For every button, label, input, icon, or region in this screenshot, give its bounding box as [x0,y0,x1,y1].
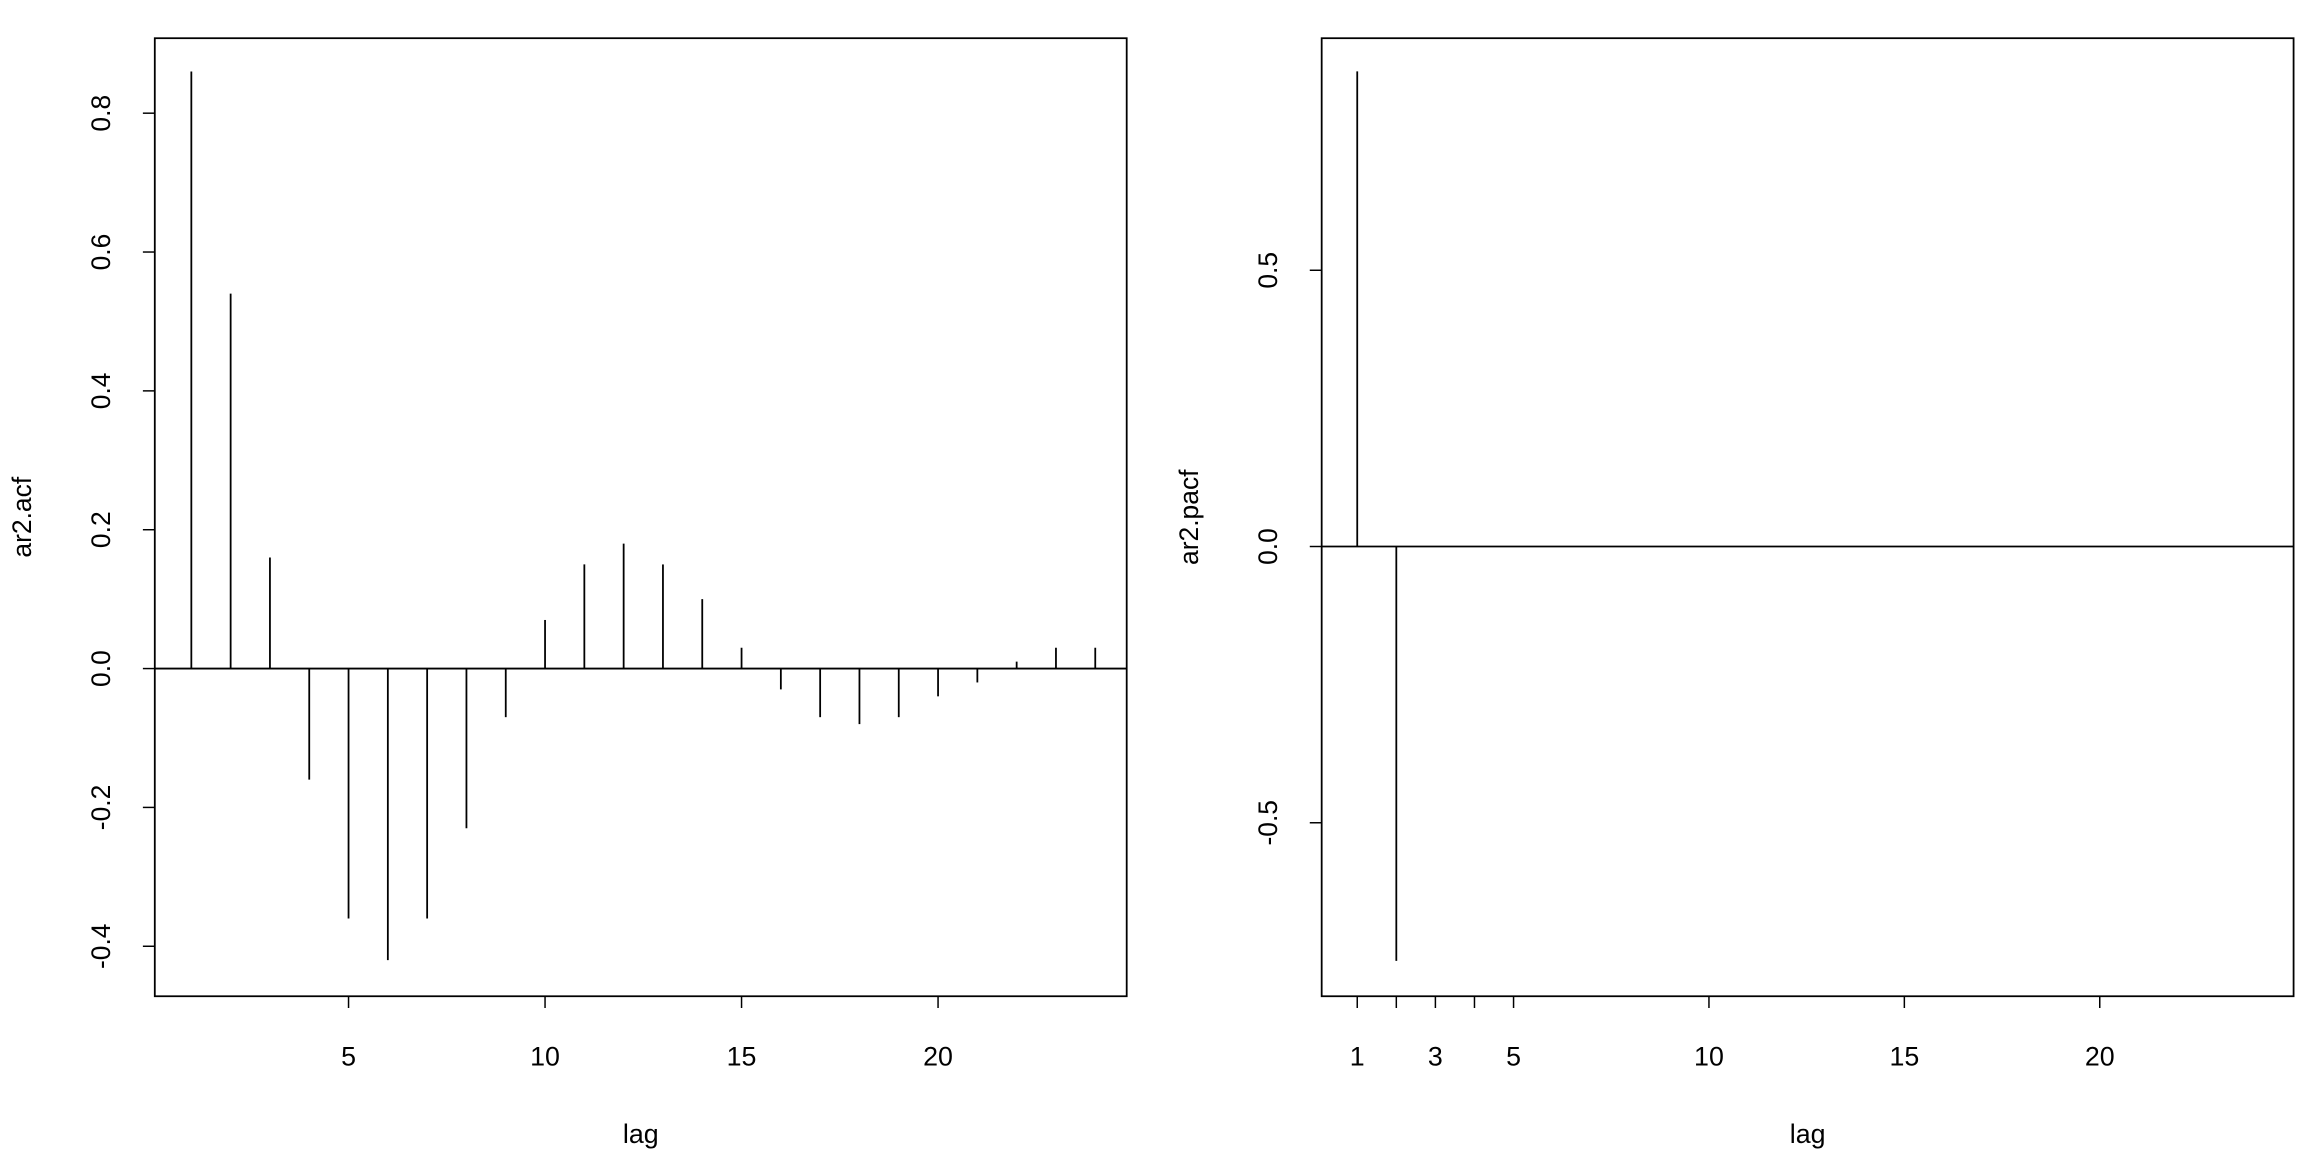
y-tick-label: -0.5 [1253,800,1283,846]
x-axis-label: lag [1790,1119,1826,1149]
x-tick-label: 1 [1350,1041,1365,1071]
y-tick-label: 0.4 [86,372,116,409]
y-axis-label: ar2.pacf [1174,469,1204,565]
y-tick-label: 0.6 [86,234,116,271]
x-axis-label: lag [623,1119,659,1149]
y-tick-label: 0.8 [86,95,116,132]
y-tick-label: -0.4 [86,923,116,969]
x-tick-label: 5 [341,1041,356,1071]
plot-frame [153,37,1128,998]
y-tick-label: 0.2 [86,511,116,548]
x-tick-label: 15 [727,1041,757,1071]
plot-frame [1320,37,2295,998]
y-axis-label: ar2.acf [7,476,37,557]
x-tick-label: 20 [923,1041,953,1071]
x-tick-label: 20 [2085,1041,2115,1071]
y-tick-label: -0.2 [86,785,116,831]
y-tick-label: 0.5 [1253,252,1283,289]
x-tick-label: 15 [1889,1041,1919,1071]
y-tick-label: 0.0 [86,650,116,687]
x-tick-label: 3 [1428,1041,1443,1071]
x-tick-label: 5 [1506,1041,1521,1071]
y-tick-label: 0.0 [1253,528,1283,565]
x-tick-label: 10 [530,1041,560,1071]
x-tick-label: 10 [1694,1041,1724,1071]
